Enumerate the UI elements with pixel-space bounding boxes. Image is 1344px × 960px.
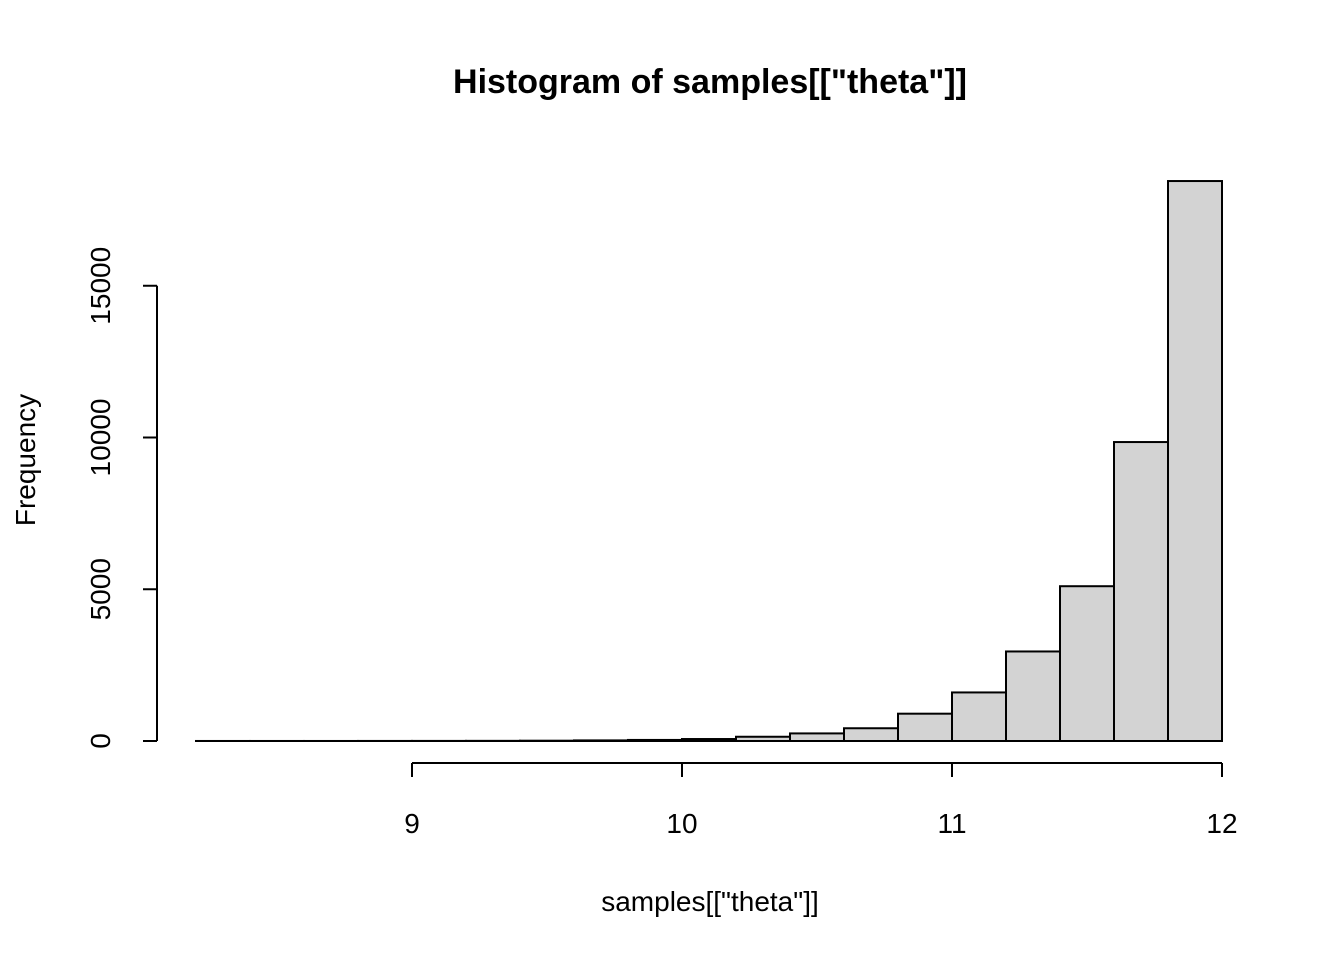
histogram-bar [1059, 585, 1115, 743]
histogram-bar [843, 727, 899, 742]
histogram-bar [681, 738, 737, 742]
histogram-bar [627, 738, 683, 742]
x-tick-label: 9 [404, 808, 420, 839]
y-axis: 0 5000 10000 15000 [85, 247, 158, 749]
histogram-bar [1113, 441, 1169, 742]
y-tick-label: 10000 [85, 399, 116, 477]
x-axis: 9 10 11 12 [404, 762, 1238, 839]
y-tick-label: 5000 [85, 558, 116, 620]
histogram-bar [573, 739, 629, 743]
bars-group [195, 180, 1223, 743]
y-tick-label: 15000 [85, 247, 116, 325]
histogram-bar [951, 691, 1007, 743]
chart-title: Histogram of samples[["theta"]] [453, 63, 967, 101]
x-tick-label: 11 [937, 808, 966, 839]
histogram-bar [1167, 180, 1223, 743]
histogram-bar [1005, 650, 1061, 743]
histogram-bar [789, 732, 845, 742]
x-tick-label: 12 [1206, 808, 1237, 839]
histogram-bar [897, 712, 953, 742]
y-axis-label: Frequency [10, 394, 41, 526]
x-tick-label: 10 [666, 808, 697, 839]
y-tick-label: 0 [85, 733, 116, 749]
histogram-bar [735, 735, 791, 742]
x-axis-label: samples[["theta"]] [601, 886, 819, 917]
